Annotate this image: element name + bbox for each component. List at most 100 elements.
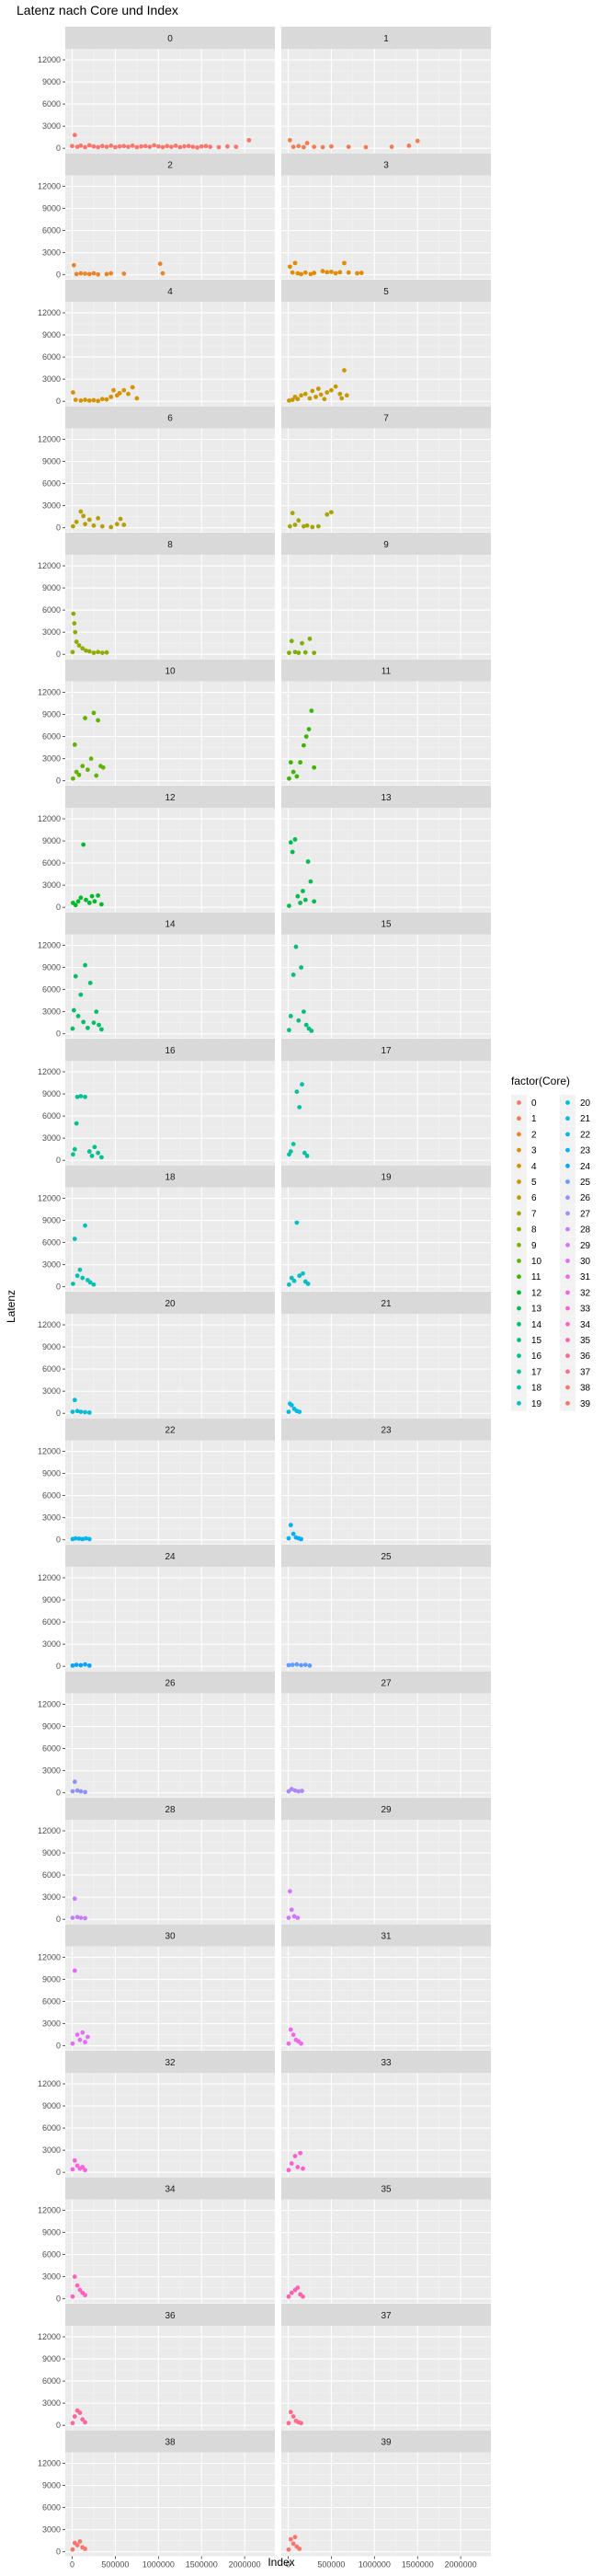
y-tick-label: 12000: [38, 941, 61, 950]
data-point: [92, 899, 97, 904]
data-point: [76, 643, 82, 648]
y-tick-label: 6000: [42, 1491, 61, 1501]
x-axis-title: Index: [268, 2556, 294, 2569]
facet-strip: [65, 1165, 275, 1188]
data-point: [89, 1153, 95, 1158]
data-point: [292, 650, 298, 655]
data-point: [83, 1662, 87, 1667]
legend-title: factor(Core): [511, 1075, 570, 1087]
data-point: [80, 1536, 85, 1542]
y-tick-label: 9000: [42, 1342, 61, 1351]
facet-strip: [281, 406, 491, 429]
panel-background: [65, 2452, 275, 2557]
data-point: [96, 1150, 101, 1156]
data-point: [286, 2168, 291, 2173]
data-point: [289, 638, 294, 644]
data-point: [80, 2417, 85, 2422]
data-point: [295, 2285, 301, 2291]
data-point: [304, 141, 310, 145]
y-tick-label: 12000: [38, 2079, 61, 2088]
data-point: [86, 900, 92, 905]
y-tick-label: 9000: [42, 1469, 61, 1478]
data-point: [306, 727, 312, 731]
data-point: [117, 144, 122, 149]
data-point: [71, 776, 75, 781]
facet-strip-label: 29: [381, 1805, 392, 1815]
facet-strip-label: 35: [381, 2185, 392, 2195]
facet-strip-label: 19: [381, 1173, 392, 1183]
y-tick-label: 0: [56, 2421, 61, 2430]
legend-label: 27: [580, 1209, 591, 1219]
data-point: [296, 144, 302, 149]
data-point: [96, 144, 101, 150]
y-tick-label: 12000: [38, 688, 61, 697]
y-tick-label: 6000: [42, 858, 61, 868]
legend-label: 15: [531, 1336, 542, 1346]
y-tick-label: 12000: [38, 2459, 61, 2468]
facet-panel-0: 0 0 3000 6000 9000 12000: [38, 27, 275, 153]
data-point: [104, 144, 109, 149]
data-point: [74, 271, 79, 277]
data-point: [344, 393, 349, 398]
data-point: [71, 611, 76, 616]
facet-strip-label: 3: [383, 161, 389, 171]
y-tick-label: 6000: [42, 1744, 61, 1754]
facet-strip-label: 8: [167, 540, 173, 550]
legend-label: 38: [580, 1384, 591, 1394]
panel-background: [281, 1820, 491, 1924]
facet-panel-12: 12 0 3000 6000 9000 12000: [38, 786, 275, 912]
data-point: [288, 840, 293, 845]
facet-strip-label: 10: [165, 667, 176, 677]
y-tick-label: 3000: [42, 1639, 61, 1649]
data-point: [83, 144, 87, 150]
data-point: [91, 144, 97, 149]
legend-label: 5: [531, 1178, 537, 1188]
data-point: [104, 271, 109, 277]
y-tick-label: 6000: [42, 1238, 61, 1248]
data-point: [224, 144, 230, 149]
data-point: [74, 519, 79, 524]
facet-strip: [65, 280, 275, 302]
data-point: [309, 708, 314, 713]
data-point: [81, 842, 86, 847]
legend-marker: [517, 1259, 521, 1263]
data-point: [74, 639, 79, 644]
legend-label: 31: [580, 1272, 591, 1282]
data-point: [287, 776, 291, 781]
facet-strip-label: 24: [165, 1552, 176, 1562]
facet-strip: [281, 280, 491, 302]
legend-marker: [517, 1163, 521, 1168]
facet-panel-24: 24 0 3000 6000 9000 12000: [38, 1545, 275, 1671]
y-tick-label: 0: [56, 1029, 61, 1039]
data-point: [286, 2041, 291, 2046]
data-point: [70, 1915, 75, 1920]
data-point: [288, 1014, 293, 1018]
data-point: [301, 523, 306, 529]
facet-panel-21: 21: [281, 1292, 491, 1418]
legend-label: 19: [531, 1399, 542, 1409]
facet-panel-27: 27: [281, 1671, 491, 1798]
data-point: [289, 1402, 294, 1408]
facet-panel-37: 37: [281, 2304, 491, 2430]
data-point: [295, 397, 301, 402]
data-point: [296, 1018, 302, 1023]
panel-background: [65, 2073, 275, 2177]
data-point: [177, 144, 183, 150]
facet-strip: [281, 1798, 491, 1820]
y-tick-label: 12000: [38, 1194, 61, 1203]
data-point: [294, 1220, 300, 1225]
panel-background: [281, 1440, 491, 1545]
y-tick-label: 9000: [42, 710, 61, 719]
y-tick-label: 12000: [38, 55, 61, 64]
data-point: [287, 650, 291, 655]
panel-background: [65, 1440, 275, 1545]
legend-label: 10: [531, 1257, 542, 1267]
data-point: [291, 1914, 297, 1919]
data-point: [96, 718, 101, 723]
data-point: [74, 2543, 80, 2547]
data-point: [286, 1535, 291, 1541]
data-point: [72, 132, 77, 138]
facet-strip: [281, 2177, 491, 2200]
data-point: [73, 1535, 78, 1541]
data-point: [74, 1094, 80, 1099]
